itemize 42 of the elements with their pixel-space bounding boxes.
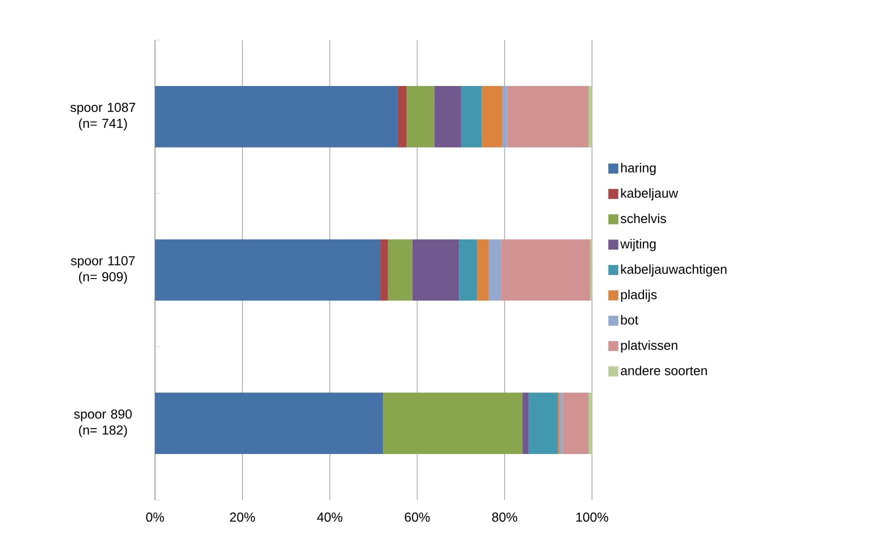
bar xyxy=(412,239,460,301)
bar xyxy=(383,392,523,454)
legend-label: platvissen xyxy=(621,340,678,352)
legend-label: haring xyxy=(621,162,656,176)
y-tick-label: spoor 1087 (n= 741) xyxy=(70,102,136,131)
x-tick-label: 80% xyxy=(492,512,518,522)
y-tick-label: spoor 1107 (n= 909) xyxy=(70,256,135,284)
legend-label: wijting xyxy=(620,238,656,252)
legend-label: bot xyxy=(621,315,638,325)
bar xyxy=(477,239,489,301)
bar xyxy=(528,392,558,454)
bar xyxy=(380,239,388,301)
bar xyxy=(398,86,407,148)
bar xyxy=(588,86,592,148)
x-tick-label: 0% xyxy=(146,512,164,522)
legend-label: kabeljauw xyxy=(621,188,678,200)
x-tick-label: 20% xyxy=(230,512,255,522)
bar xyxy=(588,392,592,454)
bar xyxy=(507,86,589,148)
bar xyxy=(501,239,590,301)
bar xyxy=(155,392,384,454)
bar xyxy=(406,86,434,148)
legend-label: andere soorten xyxy=(620,366,707,376)
x-tick-label: 100% xyxy=(576,512,608,522)
bar xyxy=(155,86,398,148)
bar xyxy=(502,86,508,148)
x-tick-label: 40% xyxy=(317,512,342,522)
bar xyxy=(482,86,502,148)
bar xyxy=(488,239,502,301)
legend-label: pladijs xyxy=(621,290,657,302)
y-tick-label: spoor 890 (n= 182) xyxy=(74,409,132,438)
bar xyxy=(562,392,589,454)
bar xyxy=(560,392,563,454)
legend-label: kabeljauwachtigen xyxy=(621,264,726,276)
bar xyxy=(388,239,412,301)
bar xyxy=(459,239,478,301)
bar xyxy=(522,392,529,454)
x-tick-label: 60% xyxy=(404,512,430,522)
bar xyxy=(461,86,482,148)
bar xyxy=(155,239,380,301)
bar xyxy=(434,86,462,148)
legend-label: schelvis xyxy=(620,214,666,224)
